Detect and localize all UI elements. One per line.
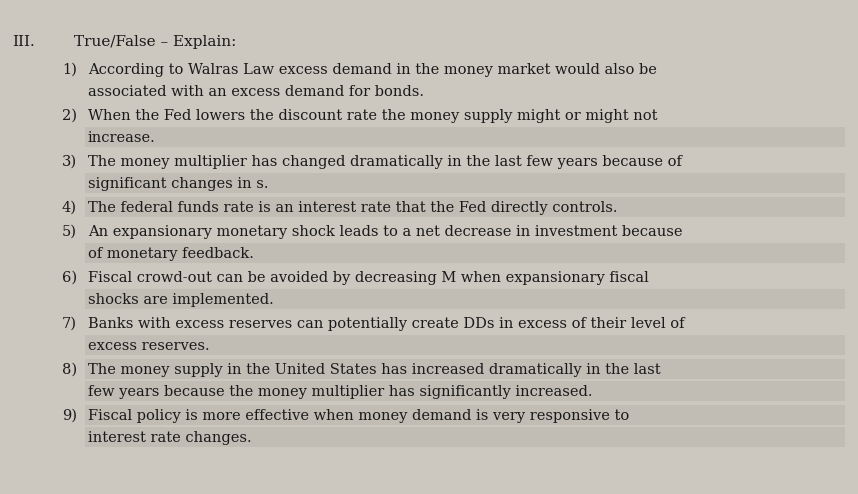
Text: interest rate changes.: interest rate changes. (88, 431, 251, 445)
Text: Fiscal crowd-out can be avoided by decreasing M when expansionary fiscal: Fiscal crowd-out can be avoided by decre… (88, 271, 649, 285)
Text: The money supply in the United States has increased dramatically in the last: The money supply in the United States ha… (88, 363, 661, 377)
Text: Fiscal policy is more effective when money demand is very responsive to: Fiscal policy is more effective when mon… (88, 409, 629, 423)
Bar (85, 335, 845, 355)
Text: 3): 3) (62, 155, 77, 169)
Text: 6): 6) (62, 271, 77, 285)
Text: increase.: increase. (88, 131, 156, 145)
Text: 7): 7) (62, 317, 77, 331)
Bar (85, 359, 845, 379)
Bar (85, 243, 845, 263)
Text: of monetary feedback.: of monetary feedback. (88, 247, 254, 261)
Text: excess reserves.: excess reserves. (88, 339, 209, 353)
Text: An expansionary monetary shock leads to a net decrease in investment because: An expansionary monetary shock leads to … (88, 225, 682, 239)
Text: 9): 9) (62, 409, 77, 423)
Text: significant changes in s.: significant changes in s. (88, 177, 269, 191)
Text: associated with an excess demand for bonds.: associated with an excess demand for bon… (88, 85, 424, 99)
Text: True/False – Explain:: True/False – Explain: (74, 35, 236, 49)
Text: According to Walras Law excess demand in the money market would also be: According to Walras Law excess demand in… (88, 63, 657, 77)
Text: few years because the money multiplier has significantly increased.: few years because the money multiplier h… (88, 385, 593, 399)
Bar (85, 405, 845, 425)
Text: 8): 8) (62, 363, 77, 377)
Bar (85, 381, 845, 401)
Text: The federal funds rate is an interest rate that the Fed directly controls.: The federal funds rate is an interest ra… (88, 201, 618, 215)
Text: Banks with excess reserves can potentially create DDs in excess of their level o: Banks with excess reserves can potential… (88, 317, 685, 331)
Text: III.: III. (12, 35, 35, 49)
Text: 2): 2) (62, 109, 77, 123)
Bar (85, 289, 845, 309)
Text: 1): 1) (62, 63, 77, 77)
Bar (85, 427, 845, 447)
Text: 4): 4) (62, 201, 77, 215)
Bar (85, 127, 845, 147)
Text: The money multiplier has changed dramatically in the last few years because of: The money multiplier has changed dramati… (88, 155, 682, 169)
Bar (85, 197, 845, 217)
Text: When the Fed lowers the discount rate the money supply might or might not: When the Fed lowers the discount rate th… (88, 109, 657, 123)
Text: shocks are implemented.: shocks are implemented. (88, 293, 274, 307)
Text: 5): 5) (62, 225, 77, 239)
Bar (85, 173, 845, 193)
